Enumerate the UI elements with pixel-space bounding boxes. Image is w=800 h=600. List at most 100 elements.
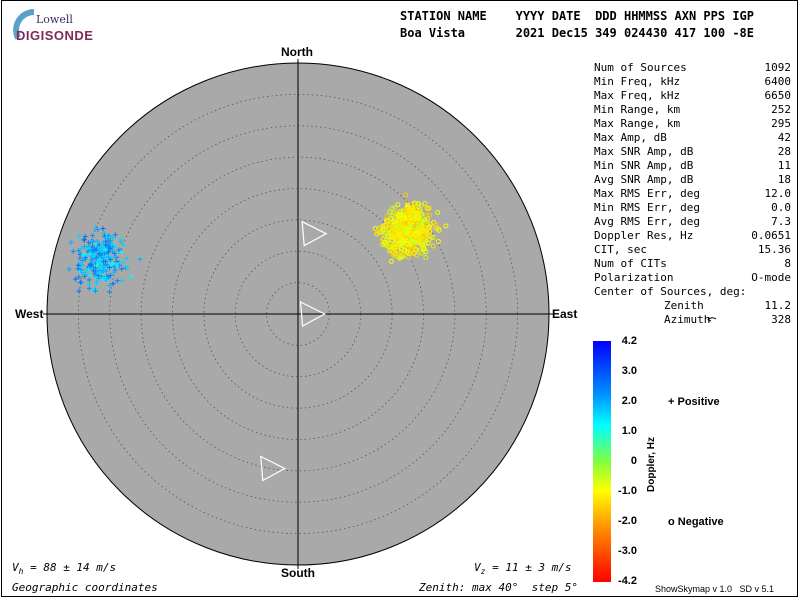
stat-label: Min Range, km (594, 103, 681, 116)
version-info: ShowSkymap v 1.0 SD v 5.1 (655, 584, 775, 594)
negative-source-marker (399, 213, 405, 219)
negative-source-marker (386, 220, 392, 226)
digisonde-logo (13, 9, 35, 40)
positive-source-marker (121, 242, 127, 248)
positive-source-marker (103, 268, 109, 274)
colorbar-title: Doppler, Hz (646, 436, 657, 492)
compass-west: West (15, 307, 44, 321)
positive-source-marker (86, 277, 92, 283)
negative-source-marker (409, 223, 415, 229)
negative-source-marker (406, 214, 412, 220)
negative-source-marker (402, 207, 408, 213)
negative-source-marker (418, 203, 424, 209)
positive-source-marker (137, 256, 143, 262)
positive-source-marker (78, 267, 84, 273)
positive-source-marker (76, 263, 82, 269)
positive-source-marker (82, 233, 88, 239)
stat-label: Max RMS Err, deg (594, 187, 700, 200)
negative-source-marker (409, 205, 415, 211)
positive-source-marker (124, 256, 130, 262)
positive-source-marker (100, 253, 106, 259)
stat-value: 18 (777, 173, 791, 186)
stat-label: Min SNR Amp, dB (594, 159, 694, 172)
negative-source-marker (407, 241, 413, 247)
logo-lowell-text: Lowell (36, 13, 73, 26)
colorbar-tick-label: 2.0 (621, 395, 637, 407)
stat-value: 11 (777, 159, 791, 172)
doppler-colorbar (593, 341, 611, 582)
positive-source-marker (96, 242, 102, 248)
positive-source-marker (103, 242, 109, 248)
zenith-info: Zenith: max 40° step 5° (419, 581, 578, 594)
colorbar-tick-label: 1.0 (621, 425, 637, 437)
negative-source-marker (406, 231, 412, 237)
negative-source-marker (430, 234, 436, 240)
header-line-2: Boa Vista 2021 Dec15 349 024430 417 100 … (400, 26, 755, 40)
positive-source-marker (109, 254, 115, 260)
positive-source-marker (76, 274, 82, 280)
colorbar-tick-label: 0 (630, 455, 637, 467)
positive-source-marker (70, 248, 76, 254)
positive-source-marker (95, 275, 101, 281)
header-line-1: STATION NAME YYYY DATE DDD HHMMSS AXN PP… (400, 9, 755, 23)
positive-source-marker (78, 246, 84, 252)
legend-negative: o Negative (668, 516, 724, 528)
stat-label: Num of Sources (594, 61, 687, 74)
negative-source-marker (443, 223, 449, 229)
negative-source-marker (398, 251, 404, 257)
negative-source-marker (395, 202, 401, 208)
positive-source-marker (93, 247, 99, 253)
colorbar-tick-label: -4.2 (618, 575, 637, 587)
negative-source-marker (389, 225, 395, 231)
positive-source-marker (82, 237, 88, 243)
positive-source-marker (86, 240, 92, 246)
stat-label: Min Freq, kHz (594, 75, 681, 88)
positive-source-marker (110, 235, 116, 241)
positive-source-marker (93, 241, 99, 247)
positive-source-marker (90, 233, 96, 239)
positive-source-marker (97, 270, 103, 276)
colorbar-tick-label: 4.2 (621, 335, 637, 347)
stat-value: 0.0651 (751, 229, 791, 242)
positive-source-marker (103, 235, 109, 241)
stat-label: Avg SNR Amp, dB (594, 173, 694, 186)
positive-source-marker (112, 232, 118, 238)
negative-source-marker (381, 227, 387, 233)
negative-source-marker (408, 246, 414, 252)
positive-source-marker (118, 250, 124, 256)
negative-source-marker (390, 213, 396, 219)
negative-source-marker (414, 252, 420, 258)
negative-source-marker (405, 220, 411, 226)
negative-source-marker (412, 201, 418, 207)
drift-arrow (299, 300, 326, 327)
center-azimuth-label: Azimuth (664, 313, 711, 326)
positive-source-marker (103, 275, 109, 281)
stat-label: Max Freq, kHz (594, 89, 681, 102)
positive-source-marker (83, 271, 89, 277)
stat-label: Polarization (594, 271, 674, 284)
negative-source-marker (420, 227, 426, 233)
positive-source-marker (110, 281, 116, 287)
stat-value: 0.0 (771, 201, 791, 214)
stat-value: 6650 (764, 89, 792, 102)
center-zenith-label: Zenith (664, 299, 704, 312)
negative-source-marker (393, 251, 399, 257)
negative-source-marker (403, 192, 409, 198)
stat-label: Max SNR Amp, dB (594, 145, 694, 158)
positive-source-marker (106, 260, 112, 266)
positive-source-marker (86, 281, 92, 287)
negative-source-marker (406, 209, 412, 215)
positive-source-marker (114, 278, 120, 284)
stat-value: 252 (771, 103, 791, 116)
positive-source-marker (81, 244, 87, 250)
stat-value: 295 (771, 117, 791, 130)
positive-source-marker (116, 247, 122, 253)
stat-label: Doppler Res, Hz (594, 229, 694, 242)
positive-source-marker (94, 262, 100, 268)
positive-source-marker (110, 261, 116, 267)
stat-value: 28 (777, 145, 791, 158)
negative-source-marker (398, 231, 404, 237)
negative-source-marker (424, 206, 430, 212)
negative-source-marker (386, 244, 392, 250)
